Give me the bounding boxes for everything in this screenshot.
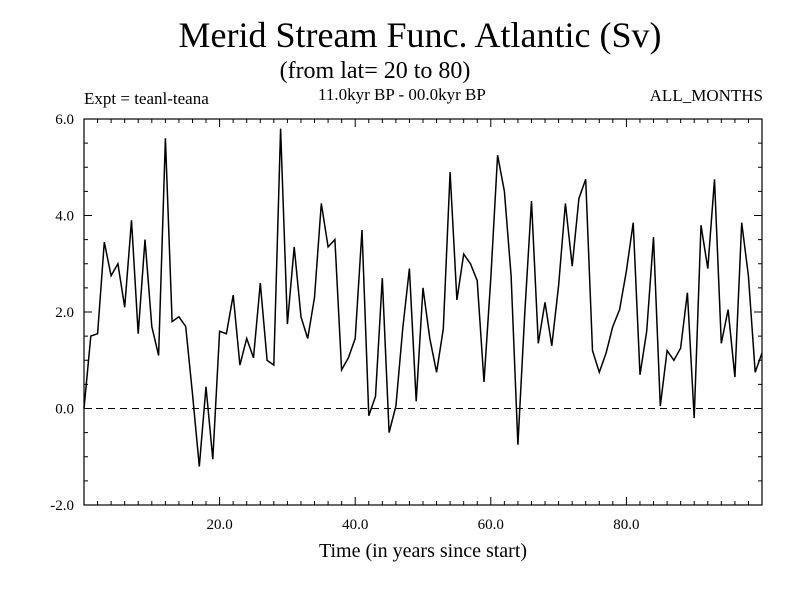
experiment-label: Expt = teanl-teana xyxy=(84,89,209,108)
period-label: 11.0kyr BP - 00.0kyr BP xyxy=(318,85,486,104)
series-layer xyxy=(83,128,763,467)
x-tick-label: 40.0 xyxy=(342,517,368,533)
tick-marks xyxy=(84,119,762,505)
y-tick-label: 0.0 xyxy=(55,402,74,418)
x-tick-label: 20.0 xyxy=(206,517,232,533)
series-line xyxy=(83,128,763,467)
y-tick-label: 4.0 xyxy=(55,209,74,225)
months-label: ALL_MONTHS xyxy=(649,86,763,105)
plot-frame xyxy=(83,118,763,506)
axes xyxy=(83,118,763,506)
tick-labels: 20.0 40.0 60.0 80.0 -2.0 0.0 2.0 4.0 6.0 xyxy=(50,112,639,533)
x-axis-label: Time (in years since start) xyxy=(319,540,527,562)
y-tick-label: 2.0 xyxy=(55,305,74,321)
y-tick-label: -2.0 xyxy=(50,498,74,514)
chart-subtitle: (from lat= 20 to 80) xyxy=(279,58,471,84)
x-tick-label: 80.0 xyxy=(613,517,639,533)
x-tick-label: 60.0 xyxy=(478,517,504,533)
chart-title: Merid Stream Func. Atlantic (Sv) xyxy=(178,15,662,55)
y-tick-label: 6.0 xyxy=(55,112,74,128)
